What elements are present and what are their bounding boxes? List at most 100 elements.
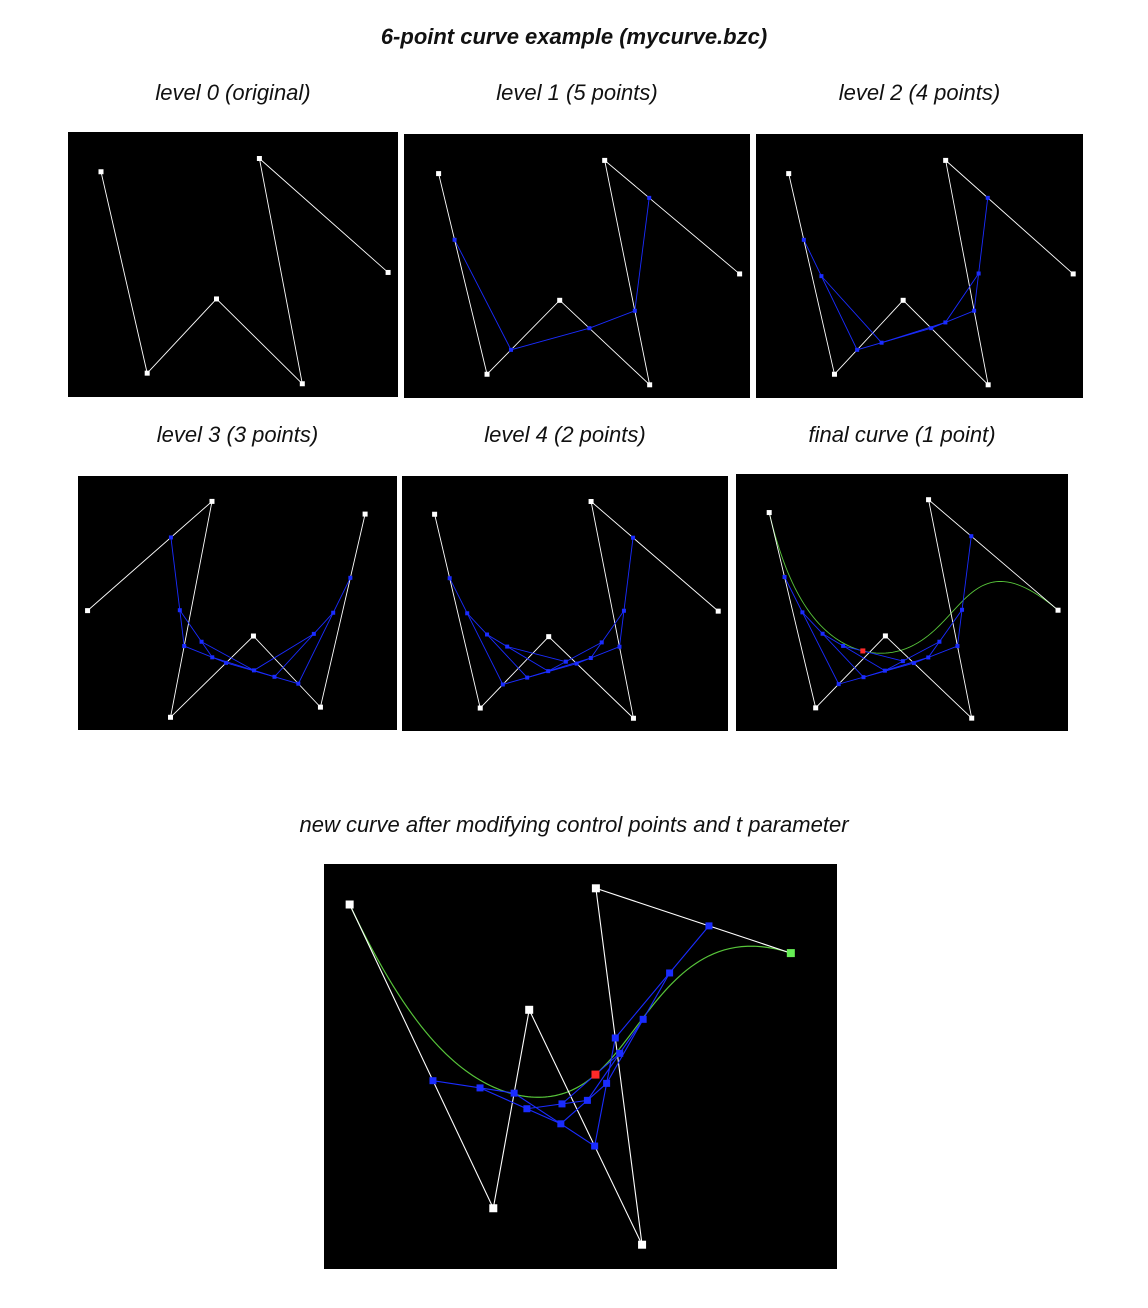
- intermediate-point: [447, 576, 452, 581]
- control-point: [882, 633, 888, 639]
- selected-control-point: [786, 949, 795, 958]
- intermediate-point: [251, 668, 256, 673]
- control-point: [484, 371, 490, 377]
- control-point: [317, 704, 323, 710]
- intermediate-polygon-level-2: [466, 610, 625, 679]
- curve-canvas-level-2: [786, 157, 1076, 388]
- control-point: [969, 715, 975, 721]
- curve-canvas-level-0: [98, 156, 391, 387]
- intermediate-point: [272, 674, 277, 679]
- panel-level-1: [404, 134, 750, 398]
- curve-canvas-level-1: [436, 157, 743, 388]
- control-point: [98, 169, 104, 175]
- intermediate-point: [955, 644, 960, 649]
- intermediate-point: [929, 326, 934, 331]
- intermediate-polygon-level-4: [507, 646, 566, 663]
- curve-eval-point: [591, 1070, 600, 1079]
- control-point: [943, 157, 949, 163]
- control-point: [766, 510, 772, 516]
- intermediate-polygon-level-4: [843, 645, 903, 662]
- intermediate-point: [603, 1079, 611, 1087]
- intermediate-point: [666, 969, 674, 977]
- control-point: [602, 157, 608, 163]
- intermediate-point: [591, 1142, 599, 1150]
- label-level-1: level 1 (5 points): [496, 80, 658, 105]
- intermediate-polygon-level-2: [821, 273, 980, 344]
- intermediate-point: [616, 1049, 624, 1057]
- intermediate-point: [182, 644, 187, 649]
- intermediate-polygon-level-1: [784, 536, 972, 685]
- curve-canvas-final: [766, 497, 1061, 721]
- label-final-curve: final curve (1 point): [808, 422, 996, 447]
- intermediate-point: [177, 608, 182, 613]
- intermediate-point: [836, 682, 841, 687]
- curve-canvas-level-4: [432, 499, 721, 721]
- intermediate-point: [617, 644, 622, 649]
- label-level-0: level 0 (original): [155, 80, 311, 105]
- control-polygon: [438, 159, 740, 387]
- intermediate-point: [937, 639, 942, 644]
- intermediate-point: [631, 535, 636, 540]
- intermediate-point: [523, 1105, 531, 1113]
- intermediate-point: [985, 195, 990, 200]
- control-point: [432, 511, 438, 517]
- intermediate-point: [546, 669, 551, 674]
- intermediate-point: [452, 237, 457, 242]
- curve-canvas-new: [345, 884, 795, 1249]
- intermediate-point: [782, 575, 787, 580]
- intermediate-point: [558, 1100, 566, 1108]
- bezier-curve: [768, 512, 1059, 654]
- intermediate-polygon-level-1: [170, 537, 351, 685]
- control-point: [214, 296, 219, 302]
- control-point: [436, 171, 442, 177]
- control-point: [591, 884, 600, 893]
- control-point: [256, 156, 262, 161]
- intermediate-point: [465, 611, 470, 616]
- intermediate-polygon-level-4: [561, 1052, 621, 1105]
- intermediate-point: [485, 632, 490, 637]
- control-polygon: [87, 500, 366, 719]
- intermediate-point: [557, 1120, 565, 1128]
- panel-level-3: [78, 476, 397, 730]
- label-level-2: level 2 (4 points): [838, 80, 1001, 105]
- intermediate-point: [210, 655, 215, 660]
- intermediate-point: [705, 922, 713, 930]
- intermediate-polygon-level-2: [479, 972, 671, 1125]
- intermediate-polygon-level-2: [179, 609, 334, 678]
- intermediate-point: [588, 656, 593, 661]
- control-point: [900, 297, 906, 303]
- intermediate-polygon-level-1: [432, 925, 710, 1147]
- intermediate-point: [525, 675, 530, 680]
- control-point: [362, 511, 368, 517]
- control-point: [786, 171, 792, 177]
- control-polygon: [349, 887, 792, 1245]
- control-point: [385, 269, 391, 275]
- intermediate-polygon-level-2: [802, 609, 963, 678]
- intermediate-point: [331, 610, 336, 615]
- intermediate-polygon-level-1: [449, 537, 634, 686]
- label-new-curve: new curve after modifying control points…: [299, 812, 849, 837]
- intermediate-point: [911, 661, 916, 666]
- intermediate-point: [311, 631, 316, 636]
- control-point: [345, 900, 354, 909]
- intermediate-point: [943, 320, 948, 325]
- intermediate-point: [861, 675, 866, 680]
- control-polygon: [100, 157, 389, 386]
- control-point: [557, 297, 563, 303]
- intermediate-polygon-level-1: [803, 197, 989, 351]
- intermediate-point: [926, 655, 931, 660]
- intermediate-point: [587, 326, 592, 331]
- intermediate-point: [348, 575, 353, 580]
- control-point: [813, 705, 819, 711]
- figure-title: 6-point curve example (mycurve.bzc): [380, 24, 768, 49]
- intermediate-point: [969, 534, 974, 539]
- intermediate-point: [900, 659, 905, 664]
- control-point: [588, 499, 594, 504]
- panel-level-0: [68, 132, 398, 397]
- intermediate-point: [563, 659, 568, 664]
- intermediate-point: [639, 1015, 647, 1023]
- control-point: [209, 498, 215, 504]
- intermediate-point: [632, 308, 637, 313]
- control-point: [831, 371, 837, 377]
- intermediate-point: [976, 271, 981, 276]
